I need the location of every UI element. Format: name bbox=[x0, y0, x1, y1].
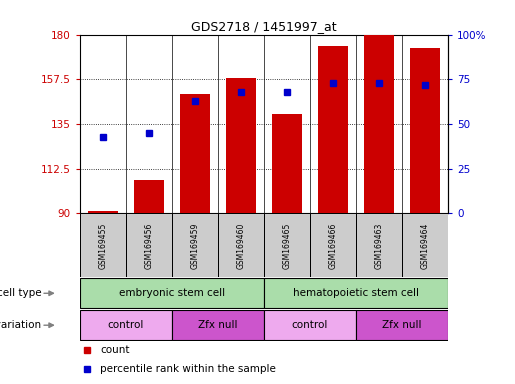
Text: GSM169455: GSM169455 bbox=[98, 222, 107, 268]
FancyBboxPatch shape bbox=[126, 214, 172, 277]
FancyBboxPatch shape bbox=[218, 214, 264, 277]
FancyBboxPatch shape bbox=[402, 214, 448, 277]
Bar bbox=[318, 46, 348, 214]
Text: GSM169456: GSM169456 bbox=[144, 222, 153, 268]
Text: GSM169465: GSM169465 bbox=[282, 222, 291, 268]
Text: Zfx null: Zfx null bbox=[382, 320, 422, 330]
Text: GSM169463: GSM169463 bbox=[374, 222, 384, 268]
Title: GDS2718 / 1451997_at: GDS2718 / 1451997_at bbox=[191, 20, 337, 33]
Bar bbox=[272, 114, 302, 214]
Bar bbox=[364, 35, 394, 214]
Text: embryonic stem cell: embryonic stem cell bbox=[119, 288, 225, 298]
Text: GSM169466: GSM169466 bbox=[329, 222, 337, 268]
Text: percentile rank within the sample: percentile rank within the sample bbox=[100, 364, 276, 374]
Bar bbox=[88, 212, 118, 214]
FancyBboxPatch shape bbox=[172, 310, 264, 340]
Text: count: count bbox=[100, 345, 130, 355]
FancyBboxPatch shape bbox=[264, 214, 310, 277]
Text: GSM169464: GSM169464 bbox=[421, 222, 430, 268]
FancyBboxPatch shape bbox=[264, 278, 448, 308]
Text: hematopoietic stem cell: hematopoietic stem cell bbox=[293, 288, 419, 298]
FancyBboxPatch shape bbox=[310, 214, 356, 277]
FancyBboxPatch shape bbox=[80, 310, 172, 340]
Text: GSM169459: GSM169459 bbox=[191, 222, 199, 268]
Text: control: control bbox=[108, 320, 144, 330]
Text: Zfx null: Zfx null bbox=[198, 320, 237, 330]
Text: GSM169460: GSM169460 bbox=[236, 222, 246, 268]
Bar bbox=[134, 180, 164, 214]
FancyBboxPatch shape bbox=[356, 214, 402, 277]
Text: control: control bbox=[292, 320, 328, 330]
Bar bbox=[226, 78, 256, 214]
FancyBboxPatch shape bbox=[172, 214, 218, 277]
Text: cell type: cell type bbox=[0, 288, 41, 298]
Bar bbox=[180, 94, 210, 214]
Text: genotype/variation: genotype/variation bbox=[0, 320, 41, 330]
FancyBboxPatch shape bbox=[80, 214, 126, 277]
Bar bbox=[410, 48, 440, 214]
FancyBboxPatch shape bbox=[356, 310, 448, 340]
FancyBboxPatch shape bbox=[80, 278, 264, 308]
FancyBboxPatch shape bbox=[264, 310, 356, 340]
